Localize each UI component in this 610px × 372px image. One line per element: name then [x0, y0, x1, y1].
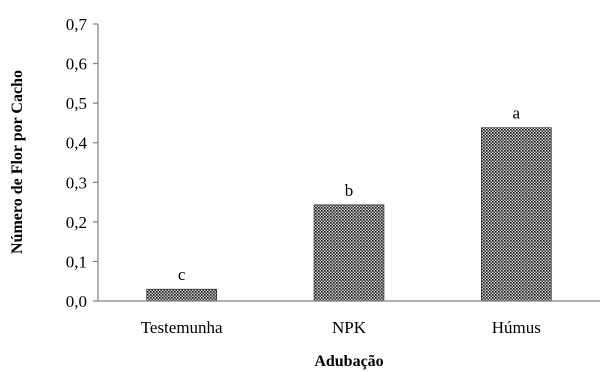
x-axis-title: Adubação — [314, 353, 383, 370]
x-category-label: Testemunha — [141, 318, 223, 337]
y-tick-label: 0,6 — [66, 55, 87, 74]
bar-npk — [313, 204, 385, 302]
significance-label: b — [345, 181, 354, 200]
x-category-label: NPK — [332, 318, 367, 337]
y-tick-label: 0,3 — [66, 173, 87, 192]
significance-label: a — [513, 104, 521, 123]
bar-testemunha — [146, 288, 217, 302]
x-category-label: Húmus — [492, 318, 541, 337]
x-axis-labels: Testemunha NPK Húmus — [141, 318, 541, 337]
y-tick-label: 0,0 — [66, 292, 87, 311]
y-tick-label: 0,7 — [66, 15, 88, 34]
y-tick-label: 0,2 — [66, 213, 87, 232]
bars: c b a — [146, 104, 552, 302]
significance-label: c — [178, 265, 186, 284]
y-tick-label: 0,4 — [66, 134, 88, 153]
axes — [97, 24, 600, 302]
y-axis-title: Número de Flor por Cacho — [9, 70, 26, 254]
y-axis-ticks: 0,0 0,1 0,2 0,3 0,4 0,5 0,6 0,7 — [66, 15, 98, 311]
bar-húmus — [481, 127, 552, 302]
y-tick-label: 0,5 — [66, 94, 87, 113]
y-tick-label: 0,1 — [66, 252, 87, 271]
